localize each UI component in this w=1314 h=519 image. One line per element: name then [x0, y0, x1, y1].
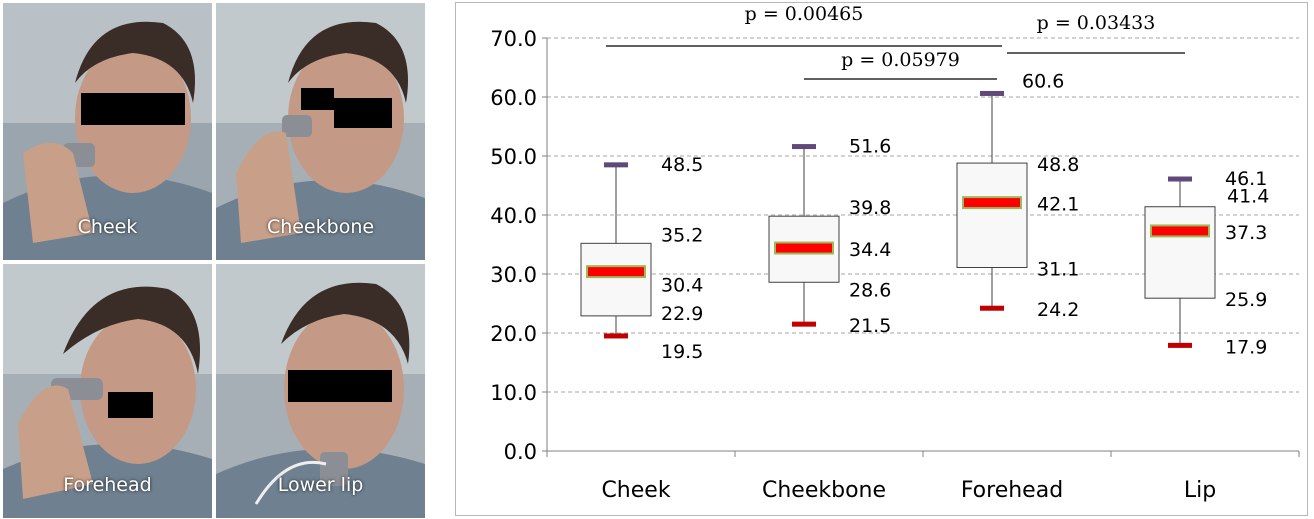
median-marker	[1150, 224, 1210, 238]
value-label: 48.5	[661, 154, 703, 176]
min-marker	[1168, 342, 1192, 348]
y-tick-label: 20.0	[490, 322, 537, 346]
y-tick-label: 60.0	[490, 86, 537, 110]
photo-label-cheek: Cheek	[77, 216, 138, 238]
max-marker	[604, 162, 628, 168]
photo-forehead: Forehead	[3, 264, 212, 518]
photo-label-cheekbone: Cheekbone	[266, 216, 375, 238]
value-label: 21.5	[849, 315, 891, 337]
min-marker	[604, 333, 628, 339]
value-label: 35.2	[661, 224, 703, 246]
value-label: 51.6	[849, 136, 891, 158]
box-plot-svg: 0.0 10.0 20.0 30.0 40.0 50.0 60.0 70.0 Cheek Chee…	[490, 3, 1300, 503]
p-value-label: p = 0.00465	[745, 3, 864, 25]
value-label: 34.4	[849, 239, 891, 261]
value-label: 28.6	[849, 279, 891, 301]
median-marker	[962, 196, 1022, 210]
face-photo-lower-lip-icon	[216, 264, 425, 518]
value-label: 39.8	[849, 197, 891, 219]
photo-cheek: Cheek	[3, 3, 212, 260]
min-marker	[792, 321, 816, 327]
y-tick-label: 40.0	[490, 204, 537, 228]
p-value-label: p = 0.05979	[841, 49, 960, 71]
box-plot-chart: 0.0 10.0 20.0 30.0 40.0 50.0 60.0 70.0 Cheek Chee…	[455, 2, 1308, 516]
x-category-label: Lip	[1184, 478, 1216, 503]
y-tick-label: 50.0	[490, 145, 537, 169]
max-marker	[1168, 176, 1192, 182]
value-label: 37.3	[1225, 222, 1267, 244]
max-marker	[792, 144, 816, 150]
value-label: 60.6	[1022, 70, 1064, 92]
value-label: 46.1	[1225, 168, 1267, 190]
value-label: 41.4	[1227, 186, 1269, 208]
box-iqr	[1144, 206, 1216, 299]
value-label: 30.4	[661, 275, 703, 297]
y-tick-label: 30.0	[490, 263, 537, 287]
value-label: 22.9	[661, 303, 703, 325]
face-photo-cheek-icon	[3, 3, 212, 260]
value-label: 17.9	[1225, 336, 1267, 358]
min-marker	[980, 305, 1004, 311]
y-tick-label: 0.0	[504, 440, 537, 464]
box-iqr	[580, 242, 652, 317]
y-tick-label: 10.0	[490, 381, 537, 405]
photo-lower-lip: Lower lip	[216, 264, 425, 518]
value-label: 48.8	[1037, 154, 1079, 176]
face-photo-cheekbone-icon	[216, 3, 425, 260]
x-category-label: Cheekbone	[762, 478, 886, 503]
photo-label-lower-lip: Lower lip	[277, 474, 364, 496]
median-marker	[586, 265, 646, 279]
face-photo-forehead-icon	[3, 264, 212, 518]
p-value-label: p = 0.03433	[1037, 12, 1156, 34]
box-iqr	[956, 162, 1028, 269]
max-marker	[980, 90, 1004, 96]
value-label: 25.9	[1225, 289, 1267, 311]
x-category-label: Forehead	[961, 478, 1063, 503]
value-label: 24.2	[1037, 299, 1079, 321]
x-category-label: Cheek	[601, 478, 670, 503]
value-label: 31.1	[1037, 259, 1079, 281]
y-tick-label: 70.0	[490, 27, 537, 51]
value-label: 42.1	[1037, 194, 1079, 216]
photo-grid: Cheek Cheekbone Forehead	[0, 0, 428, 519]
median-marker	[774, 241, 834, 255]
value-label: 19.5	[661, 341, 703, 363]
photo-cheekbone: Cheekbone	[216, 3, 425, 260]
photo-label-forehead: Forehead	[63, 474, 152, 496]
